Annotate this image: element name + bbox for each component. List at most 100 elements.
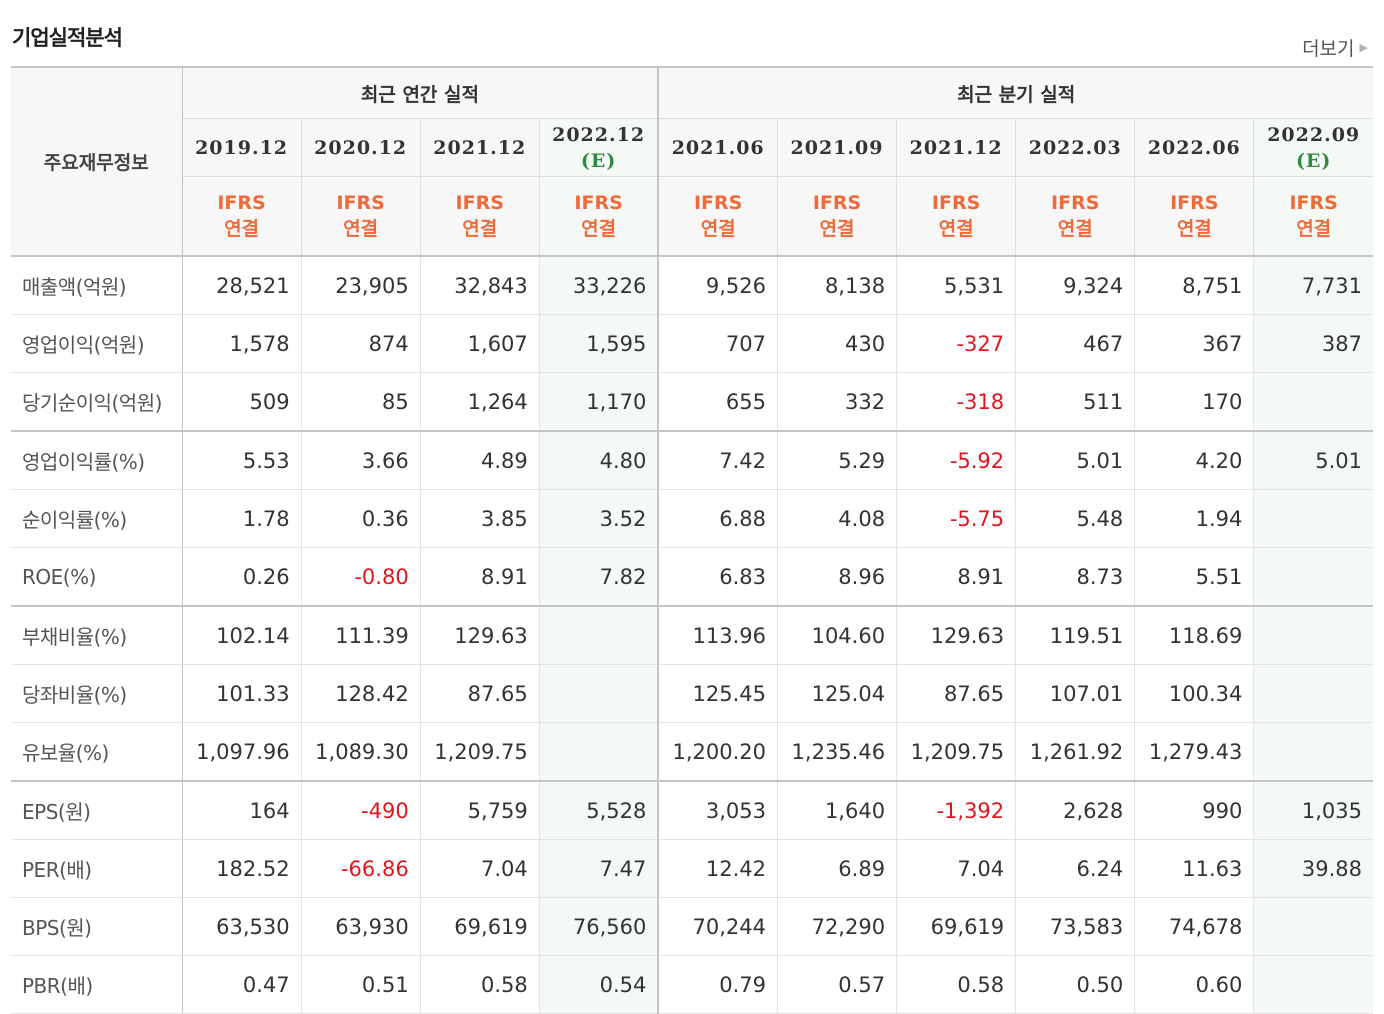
table-cell: 1.94 [1134, 489, 1254, 548]
table-cell: 367 [1134, 314, 1254, 373]
period-header: 2021.09 [776, 118, 897, 177]
ifrs-label: IFRS [1051, 192, 1100, 214]
table-cell: 707 [657, 314, 778, 373]
table-cell: 74,678 [1134, 897, 1254, 956]
table-cell: 1,279.43 [1134, 722, 1254, 782]
table-cell: 8.91 [419, 547, 540, 607]
table-cell: 23,905 [300, 256, 421, 315]
group-quarter: 최근 분기 실적 [658, 66, 1373, 119]
table-cell: 5.53 [181, 430, 302, 490]
table-row: 당기순이익(억원) 509 85 1,264 1,170 655 332 -318 511 170 [11, 372, 1373, 432]
consolidated-label: 연결 [819, 218, 855, 240]
period-label: 2022.09 [1267, 123, 1361, 146]
consolidated-label: 연결 [938, 218, 974, 240]
table-cell [1253, 605, 1373, 665]
estimate-mark: (E) [1295, 149, 1332, 172]
table-cell: 0.58 [896, 955, 1016, 1014]
table-cell: 1,097.96 [181, 722, 302, 782]
consolidated-label: 연결 [1296, 218, 1332, 240]
table-cell [538, 722, 660, 782]
table-cell: 70,244 [657, 897, 778, 956]
table-row: 순이익률(%) 1.78 0.36 3.85 3.52 6.88 4.08 -5.75 5.48… [11, 489, 1373, 548]
table-row: 당좌비율(%) 101.33 128.42 87.65 125.45 125.04 87.6… [11, 664, 1373, 723]
table-cell: 76,560 [538, 897, 660, 956]
row-label: EPS(원) [11, 780, 183, 840]
table-row: 유보율(%) 1,097.96 1,089.30 1,209.75 1,200.20 1,… [11, 722, 1373, 782]
table-cell: -490 [300, 780, 421, 840]
table-cell: 11.63 [1134, 839, 1254, 898]
table-row: 영업이익률(%) 5.53 3.66 4.89 4.80 7.42 5.29 -5.92 5.0… [11, 430, 1373, 490]
table-cell: 8.73 [1015, 547, 1135, 607]
table-cell: 0.60 [1134, 955, 1254, 1014]
table-cell: 3,053 [657, 780, 778, 840]
table-cell: 69,619 [896, 897, 1016, 956]
ifrs-label: IFRS [693, 192, 743, 214]
table-cell: 6.88 [657, 489, 778, 548]
consolidated-label: 연결 [581, 218, 617, 240]
more-link[interactable]: 더보기 ▶ [1302, 34, 1368, 61]
ifrs-label: IFRS [455, 192, 504, 214]
period-header: 2021.12 [896, 118, 1016, 177]
table-cell: 0.79 [657, 955, 778, 1014]
table-cell: 1.78 [181, 489, 302, 548]
table-cell: 8.91 [896, 547, 1016, 607]
table-cell: -66.86 [300, 839, 421, 898]
table-cell: 5,528 [538, 780, 660, 840]
table-cell: 7.04 [419, 839, 540, 898]
ifrs-label: IFRS [574, 192, 623, 214]
period-label: 2019.12 [195, 136, 289, 159]
table-cell [538, 664, 660, 723]
table-row: BPS(원) 63,530 63,930 69,619 76,560 70,244 72,2… [11, 897, 1373, 956]
ifrs-label: IFRS [217, 192, 266, 214]
ifrs-header: IFRS 연결 [1134, 176, 1254, 257]
table-cell [1253, 547, 1373, 607]
table-cell: 87.65 [419, 664, 540, 723]
table-row: EPS(원) 164 -490 5,759 5,528 3,053 1,640 -1,392 2… [11, 780, 1373, 840]
table-cell: 1,595 [538, 314, 660, 373]
table-row: 영업이익(억원) 1,578 874 1,607 1,595 707 430 -327 467 3… [11, 314, 1373, 373]
row-label: 영업이익(억원) [11, 314, 183, 373]
table-cell: 1,640 [776, 780, 897, 840]
table-cell: 39.88 [1253, 839, 1373, 898]
row-label: 순이익률(%) [11, 489, 183, 548]
table-cell: 1,089.30 [300, 722, 421, 782]
table-cell [538, 605, 660, 665]
table-cell: 1,264 [419, 372, 540, 432]
row-label: 당좌비율(%) [11, 664, 183, 723]
table-cell: 28,521 [181, 256, 302, 315]
table-cell: 125.04 [776, 664, 897, 723]
table-row: ROE(%) 0.26 -0.80 8.91 7.82 6.83 8.96 8.91 8.73 5… [11, 547, 1373, 607]
table-cell: 990 [1134, 780, 1254, 840]
table-cell: 85 [300, 372, 421, 432]
ifrs-label: IFRS [931, 192, 981, 214]
table-cell: 3.66 [300, 430, 421, 490]
table-cell: 2,628 [1015, 780, 1135, 840]
ifrs-header: IFRS 연결 [300, 176, 421, 257]
table-cell: 430 [776, 314, 897, 373]
table-cell: 5,759 [419, 780, 540, 840]
table-cell: 1,261.92 [1015, 722, 1135, 782]
table-cell: 511 [1015, 372, 1135, 432]
table-cell: 101.33 [181, 664, 302, 723]
table-cell [1253, 372, 1373, 432]
table-cell: 5,531 [896, 256, 1016, 315]
table-cell: 1,035 [1253, 780, 1373, 840]
table-cell: 655 [657, 372, 778, 432]
table-cell: 87.65 [896, 664, 1016, 723]
ifrs-header: IFRS 연결 [419, 176, 540, 257]
table-cell: 72,290 [776, 897, 897, 956]
table-cell: 7,731 [1253, 256, 1373, 315]
table-cell: 467 [1015, 314, 1135, 373]
table-cell: 5.01 [1253, 430, 1373, 490]
row-label: 당기순이익(억원) [11, 372, 183, 432]
table-cell: 128.42 [300, 664, 421, 723]
table-row: PBR(배) 0.47 0.51 0.58 0.54 0.79 0.57 0.58 0.50 0.… [11, 955, 1373, 1014]
consolidated-label: 연결 [700, 218, 736, 240]
table-cell: 8.96 [776, 547, 897, 607]
period-label: 2021.12 [909, 136, 1003, 159]
table-cell: 0.57 [776, 955, 897, 1014]
table-cell: 4.20 [1134, 430, 1254, 490]
table-cell: 0.47 [181, 955, 302, 1014]
period-label: 2020.12 [314, 136, 408, 159]
financial-table: 주요재무정보 최근 연간 실적 최근 분기 실적 2019.12 2020.12 2… [11, 66, 1373, 1014]
